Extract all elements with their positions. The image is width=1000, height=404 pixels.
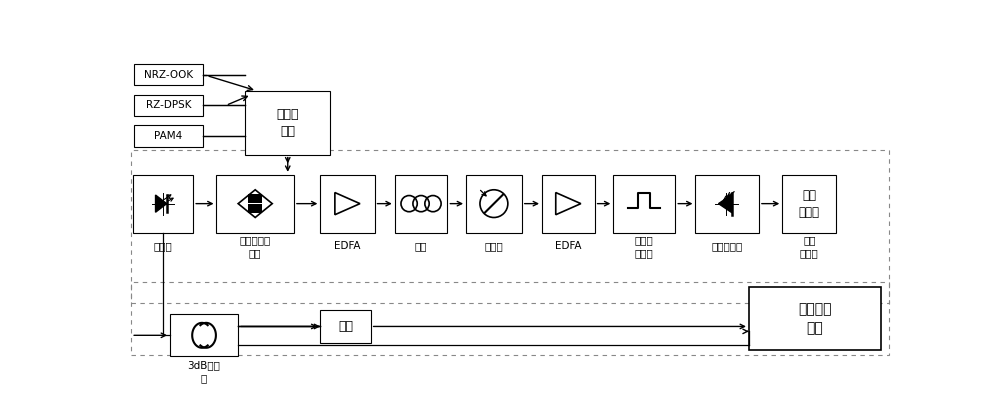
Bar xyxy=(782,175,836,233)
Text: PAM4: PAM4 xyxy=(154,131,183,141)
Bar xyxy=(216,175,294,233)
Bar xyxy=(466,175,522,233)
Bar xyxy=(613,175,675,233)
Bar xyxy=(134,95,202,116)
Text: 脉冲发
生器: 脉冲发 生器 xyxy=(276,108,299,138)
Text: 离线数据
处理: 离线数据 处理 xyxy=(798,303,832,335)
Text: 激光器: 激光器 xyxy=(154,241,172,251)
Text: 延时: 延时 xyxy=(338,320,353,333)
Text: 3dB耦合
器: 3dB耦合 器 xyxy=(188,360,220,383)
Bar xyxy=(131,150,889,303)
Text: 光带通
滤波器: 光带通 滤波器 xyxy=(635,235,654,258)
Text: 低通
滤波器: 低通 滤波器 xyxy=(800,235,819,258)
Text: 光电探测器: 光电探测器 xyxy=(712,241,743,251)
Text: NRZ-OOK: NRZ-OOK xyxy=(144,69,193,80)
Bar xyxy=(131,282,889,355)
Bar xyxy=(542,175,595,233)
Bar xyxy=(134,64,202,85)
Polygon shape xyxy=(156,195,167,212)
Text: 马赫曾德调
制器: 马赫曾德调 制器 xyxy=(240,235,271,258)
Bar xyxy=(133,175,193,233)
Bar xyxy=(245,91,330,155)
Bar xyxy=(134,126,202,147)
Bar xyxy=(248,194,262,203)
Bar xyxy=(320,310,371,343)
Bar xyxy=(320,175,375,233)
Text: EDFA: EDFA xyxy=(555,241,582,251)
Polygon shape xyxy=(718,194,732,213)
Bar xyxy=(749,287,881,350)
Text: RZ-DPSK: RZ-DPSK xyxy=(146,101,191,110)
Bar xyxy=(695,175,759,233)
Bar xyxy=(395,175,447,233)
Text: 低通
滤波器: 低通 滤波器 xyxy=(799,189,820,219)
Text: 光纤: 光纤 xyxy=(415,241,427,251)
Bar xyxy=(248,204,262,213)
Bar xyxy=(170,314,238,356)
Text: 衰减器: 衰减器 xyxy=(485,241,503,251)
Text: EDFA: EDFA xyxy=(334,241,361,251)
